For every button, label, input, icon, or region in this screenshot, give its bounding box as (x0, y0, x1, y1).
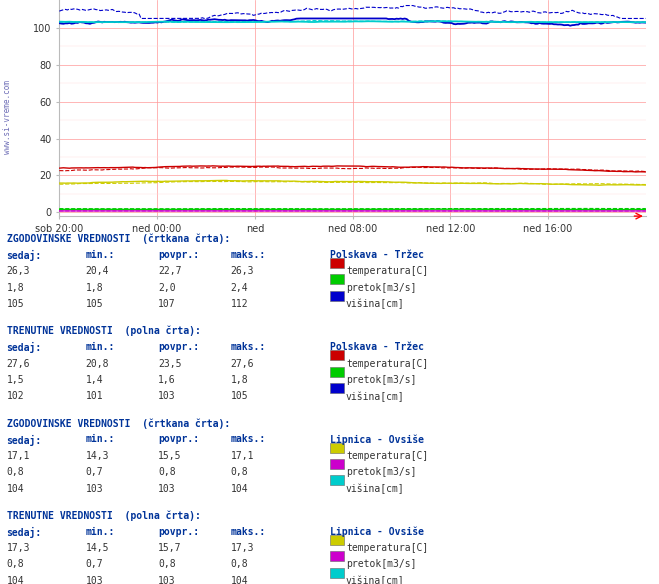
Text: 27,6: 27,6 (231, 359, 254, 369)
Text: sedaj:: sedaj: (7, 342, 42, 353)
Text: pretok[m3/s]: pretok[m3/s] (346, 283, 416, 293)
Text: 20,8: 20,8 (86, 359, 109, 369)
Text: povpr.:: povpr.: (158, 250, 199, 260)
Text: 103: 103 (158, 576, 176, 584)
Text: 17,3: 17,3 (231, 543, 254, 553)
Text: pretok[m3/s]: pretok[m3/s] (346, 375, 416, 385)
Text: temperatura[C]: temperatura[C] (346, 266, 428, 276)
Text: 0,8: 0,8 (158, 559, 176, 569)
Text: 2,0: 2,0 (158, 283, 176, 293)
Text: pretok[m3/s]: pretok[m3/s] (346, 467, 416, 477)
Text: 14,3: 14,3 (86, 451, 109, 461)
Text: 1,8: 1,8 (231, 375, 248, 385)
Text: sedaj:: sedaj: (7, 434, 42, 446)
Text: min.:: min.: (86, 250, 115, 260)
Text: temperatura[C]: temperatura[C] (346, 451, 428, 461)
Text: 102: 102 (7, 391, 24, 401)
Text: TRENUTNE VREDNOSTI  (polna črta):: TRENUTNE VREDNOSTI (polna črta): (7, 326, 200, 336)
Text: višina[cm]: višina[cm] (346, 391, 405, 402)
Text: ZGODOVINSKE VREDNOSTI  (črtkana črta):: ZGODOVINSKE VREDNOSTI (črtkana črta): (7, 418, 230, 429)
Text: 105: 105 (7, 299, 24, 309)
Text: maks.:: maks.: (231, 527, 266, 537)
Text: 2,4: 2,4 (231, 283, 248, 293)
Text: 0,7: 0,7 (86, 467, 103, 477)
Text: 105: 105 (231, 391, 248, 401)
Text: min.:: min.: (86, 527, 115, 537)
Text: 103: 103 (86, 576, 103, 584)
Text: povpr.:: povpr.: (158, 527, 199, 537)
Text: TRENUTNE VREDNOSTI  (polna črta):: TRENUTNE VREDNOSTI (polna črta): (7, 510, 200, 521)
Text: 17,3: 17,3 (7, 543, 30, 553)
Text: maks.:: maks.: (231, 342, 266, 352)
Text: 112: 112 (231, 299, 248, 309)
Text: 1,4: 1,4 (86, 375, 103, 385)
Text: višina[cm]: višina[cm] (346, 484, 405, 494)
Text: 107: 107 (158, 299, 176, 309)
Text: 104: 104 (231, 576, 248, 584)
Text: ZGODOVINSKE VREDNOSTI  (črtkana črta):: ZGODOVINSKE VREDNOSTI (črtkana črta): (7, 234, 230, 244)
Text: 103: 103 (158, 484, 176, 493)
Text: www.si-vreme.com: www.si-vreme.com (3, 80, 13, 154)
Text: višina[cm]: višina[cm] (346, 299, 405, 310)
Text: 0,8: 0,8 (7, 467, 24, 477)
Text: 14,5: 14,5 (86, 543, 109, 553)
Text: 104: 104 (231, 484, 248, 493)
Text: 0,8: 0,8 (231, 559, 248, 569)
Text: pretok[m3/s]: pretok[m3/s] (346, 559, 416, 569)
Text: 1,8: 1,8 (7, 283, 24, 293)
Text: 103: 103 (86, 484, 103, 493)
Text: 104: 104 (7, 484, 24, 493)
Text: 103: 103 (158, 391, 176, 401)
Text: Polskava - Tržec: Polskava - Tržec (330, 250, 424, 260)
Text: 17,1: 17,1 (231, 451, 254, 461)
Text: 1,5: 1,5 (7, 375, 24, 385)
Text: 1,6: 1,6 (158, 375, 176, 385)
Text: sedaj:: sedaj: (7, 527, 42, 538)
Text: 104: 104 (7, 576, 24, 584)
Text: 105: 105 (86, 299, 103, 309)
Text: 0,8: 0,8 (158, 467, 176, 477)
Text: sedaj:: sedaj: (7, 250, 42, 261)
Text: 26,3: 26,3 (231, 266, 254, 276)
Text: 0,7: 0,7 (86, 559, 103, 569)
Text: Lipnica - Ovsiše: Lipnica - Ovsiše (330, 527, 424, 537)
Text: temperatura[C]: temperatura[C] (346, 543, 428, 553)
Text: temperatura[C]: temperatura[C] (346, 359, 428, 369)
Text: 15,5: 15,5 (158, 451, 182, 461)
Text: maks.:: maks.: (231, 250, 266, 260)
Text: 1,8: 1,8 (86, 283, 103, 293)
Text: povpr.:: povpr.: (158, 342, 199, 352)
Text: min.:: min.: (86, 342, 115, 352)
Text: 22,7: 22,7 (158, 266, 182, 276)
Text: višina[cm]: višina[cm] (346, 576, 405, 584)
Text: 23,5: 23,5 (158, 359, 182, 369)
Text: 26,3: 26,3 (7, 266, 30, 276)
Text: 101: 101 (86, 391, 103, 401)
Text: maks.:: maks.: (231, 434, 266, 444)
Text: 0,8: 0,8 (231, 467, 248, 477)
Text: 15,7: 15,7 (158, 543, 182, 553)
Text: 0,8: 0,8 (7, 559, 24, 569)
Text: 20,4: 20,4 (86, 266, 109, 276)
Text: 27,6: 27,6 (7, 359, 30, 369)
Text: Polskava - Tržec: Polskava - Tržec (330, 342, 424, 352)
Text: povpr.:: povpr.: (158, 434, 199, 444)
Text: min.:: min.: (86, 434, 115, 444)
Text: Lipnica - Ovsiše: Lipnica - Ovsiše (330, 434, 424, 445)
Text: 17,1: 17,1 (7, 451, 30, 461)
